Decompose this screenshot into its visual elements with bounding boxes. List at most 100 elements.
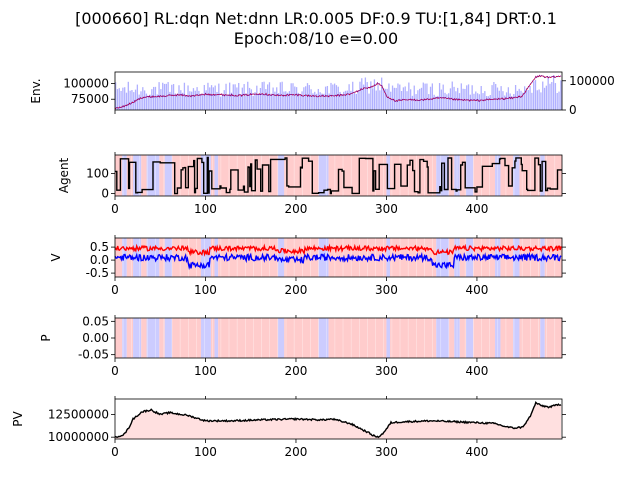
p-xtick-label: 400 xyxy=(465,364,488,378)
env-volume-bar xyxy=(294,86,296,110)
env-volume-bar xyxy=(489,95,491,110)
env-volume-bar xyxy=(498,90,500,110)
env-volume-bar xyxy=(154,86,157,110)
env-volume-bar xyxy=(460,83,462,110)
p-xtick-label: 300 xyxy=(375,364,398,378)
env-volume-bar xyxy=(504,95,506,110)
env-volume-bar xyxy=(513,94,515,110)
env-volume-bar xyxy=(511,96,513,110)
env-volume-bar xyxy=(116,89,119,110)
env-volume-bar xyxy=(328,93,330,110)
env-price-line xyxy=(114,74,562,110)
agent-sell-segment xyxy=(133,155,142,196)
env-volume-bar xyxy=(560,80,562,110)
env-volume-bar xyxy=(350,90,352,110)
pv-xtick-label: 400 xyxy=(465,445,488,459)
env-volume-bar xyxy=(149,94,151,110)
env-volume-bar xyxy=(122,87,124,110)
env-volume-bar xyxy=(540,92,542,110)
env-volume-bar xyxy=(124,87,126,110)
env-volume-bar xyxy=(234,84,236,110)
env-volume-bar xyxy=(426,83,428,110)
env-volume-bar xyxy=(187,85,189,110)
env-volume-bar xyxy=(317,88,319,110)
env-volume-bar xyxy=(431,83,434,110)
v-ylabel: V xyxy=(49,253,63,262)
agent-sell-segment xyxy=(277,155,285,196)
p-buy-segment xyxy=(284,318,319,358)
env-volume-bar xyxy=(518,88,520,110)
env-volume-bar xyxy=(446,94,448,110)
env-volume-bar xyxy=(326,85,329,110)
env-volume-bar xyxy=(265,89,267,110)
env-volume-bar xyxy=(527,90,529,110)
env-volume-bar xyxy=(343,91,345,110)
env-volume-bar xyxy=(147,95,149,110)
env-volume-bar xyxy=(252,95,254,110)
agent-buy-segment xyxy=(459,155,467,196)
env-volume-bar xyxy=(534,79,537,110)
env-frame xyxy=(114,71,563,111)
p-sell-segment xyxy=(466,318,474,358)
env-volume-bar xyxy=(200,94,202,110)
env-volume-bar xyxy=(406,91,408,110)
env-volume-bar xyxy=(469,94,472,110)
env-volume-bar xyxy=(225,83,227,110)
env-volume-bar xyxy=(221,95,224,110)
env-volume-bar xyxy=(415,94,417,110)
env-volume-bar xyxy=(368,93,370,110)
env-volume-bar xyxy=(408,82,410,110)
agent-panel: 0 100 0 100 200 300 400 Agent xyxy=(57,152,566,216)
env-volume-bar xyxy=(542,81,544,110)
env-volume-bar xyxy=(169,91,171,110)
env-volume-bar xyxy=(214,85,216,110)
env-volume-bar xyxy=(268,82,271,110)
env-volume-bar xyxy=(191,91,193,110)
env-volume-bar xyxy=(259,88,262,110)
env-volume-bar xyxy=(516,90,519,110)
env-volume-bar xyxy=(312,93,314,110)
p-sell-segment xyxy=(513,318,520,358)
env-volume-bar xyxy=(288,91,291,110)
env-volume-bar xyxy=(522,92,524,110)
v-xtick-label: 400 xyxy=(465,283,488,297)
env-volume-bar xyxy=(433,94,435,110)
env-volume-bar xyxy=(321,93,323,110)
env-volume-bar xyxy=(274,91,276,110)
env-volume-bar xyxy=(315,93,318,110)
env-volume-bar xyxy=(281,81,283,110)
env-volume-bar xyxy=(442,84,444,110)
env-volume-bar xyxy=(172,84,175,110)
env-volume-bar xyxy=(352,81,354,110)
env-volume-bar xyxy=(254,92,256,110)
v-xtick-label: 200 xyxy=(285,283,308,297)
env-volume-bar xyxy=(236,87,238,110)
env-volume-bar xyxy=(203,84,205,110)
pv-line xyxy=(114,400,562,439)
env-ytick-label: 100000 xyxy=(63,76,109,90)
pv-ylabel: PV xyxy=(11,410,25,426)
env-volume-bar xyxy=(115,82,117,110)
env-volume-bar xyxy=(219,96,222,110)
env-volume-bar xyxy=(310,89,312,110)
env-volume-bar xyxy=(357,90,359,110)
p-buy-segment xyxy=(448,318,455,358)
p-buy-segment xyxy=(519,318,541,358)
env-volume-bar xyxy=(165,83,167,110)
env-volume-bar xyxy=(495,83,497,110)
env-volume-bar xyxy=(279,82,281,110)
env-volume-bar xyxy=(238,82,240,110)
env-volume-bar xyxy=(458,93,461,110)
env-volume-bar xyxy=(283,91,285,110)
env-volume-bar xyxy=(134,89,137,110)
env-volume-bar xyxy=(194,90,196,110)
env-volume-bar xyxy=(332,84,334,110)
p-buy-segment xyxy=(544,318,562,358)
p-buy-segment xyxy=(390,318,437,358)
p-buy-segment xyxy=(115,318,123,358)
env-volume-bar xyxy=(181,92,184,110)
env-volume-bar xyxy=(178,85,180,110)
env-volume-bar xyxy=(473,93,475,110)
env-volume-bar xyxy=(413,85,415,110)
env-volume-bar xyxy=(232,84,234,110)
